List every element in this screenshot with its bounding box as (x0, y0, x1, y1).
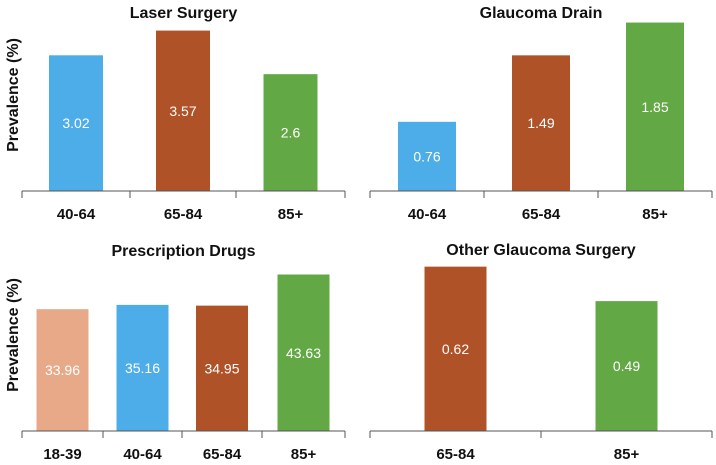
data-label: 0.76 (413, 148, 440, 164)
data-label: 1.85 (641, 99, 668, 115)
bar-40-64 (116, 304, 169, 431)
chart-title: Prescription Drugs (111, 243, 255, 260)
data-label: 35.16 (125, 360, 160, 376)
x-tick-label: 85+ (278, 206, 304, 223)
x-tick-label: 65-84 (436, 446, 475, 463)
bar-40-64 (49, 55, 103, 191)
chart-title: Glaucoma Drain (480, 5, 603, 22)
x-tick-label: 18-39 (43, 446, 81, 463)
data-label: 3.02 (62, 115, 89, 131)
x-tick-label: 85+ (291, 446, 317, 463)
data-label: 3.57 (169, 103, 196, 119)
bar-85+ (595, 301, 658, 431)
chart-title: Other Glaucoma Surgery (446, 242, 635, 259)
bar-85+ (626, 22, 684, 192)
data-label: 34.95 (204, 360, 239, 376)
data-label: 1.49 (527, 115, 554, 131)
bar-40-64 (398, 121, 456, 191)
x-tick-label: 65-84 (522, 206, 561, 223)
x-tick-label: 40-64 (57, 206, 96, 223)
data-label: 0.62 (442, 341, 469, 357)
x-tick-label: 40-64 (123, 446, 162, 463)
bar-65-84 (156, 30, 210, 191)
data-label: 33.96 (45, 362, 80, 378)
x-tick-label: 85+ (614, 446, 640, 463)
x-tick-label: 65-84 (164, 206, 203, 223)
bar-85+ (277, 274, 330, 431)
data-label: 0.49 (613, 358, 640, 374)
chart-title: Laser Surgery (130, 5, 238, 22)
x-tick-label: 65-84 (203, 446, 242, 463)
bar-65-84 (196, 305, 248, 431)
bar-18-39 (36, 309, 89, 431)
x-tick-label: 40-64 (408, 206, 447, 223)
data-label: 43.63 (286, 345, 321, 361)
bar-85+ (263, 74, 318, 191)
x-tick-label: 85+ (642, 206, 668, 223)
bar-65-84 (424, 266, 487, 431)
bar-65-84 (512, 55, 570, 192)
data-label: 2.6 (281, 125, 301, 141)
